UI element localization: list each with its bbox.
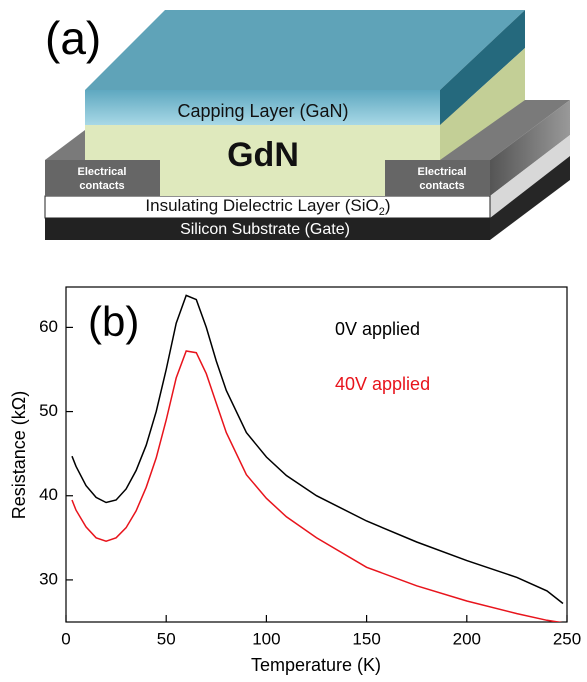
contact-label: Electrical: [78, 166, 127, 178]
panel-label: (a): [45, 12, 101, 64]
x-tick-label: 250: [553, 629, 581, 648]
y-tick-label: 40: [39, 485, 58, 504]
x-tick-label: 50: [157, 629, 176, 648]
capping-label: Capping Layer (GaN): [177, 101, 348, 121]
y-tick-label: 30: [39, 569, 58, 588]
dielectric-label: Insulating Dielectric Layer (SiO2): [145, 196, 390, 217]
y-tick-label: 50: [39, 401, 58, 420]
contact-label: contacts: [79, 180, 124, 192]
contact-label: Electrical: [418, 166, 467, 178]
x-tick-label: 200: [453, 629, 481, 648]
panel-label: (b): [88, 298, 139, 345]
figure: (a) Capping Layer (GaN) GdN Electrical c…: [0, 0, 587, 682]
page: { "diagram": { "panel_label": "(a)", "ca…: [0, 0, 587, 682]
legend-entry: 40V applied: [335, 374, 430, 394]
device-diagram: (a) Capping Layer (GaN) GdN Electrical c…: [45, 10, 570, 240]
y-axis-title: Resistance (kΩ): [9, 391, 29, 520]
legend-entry: 0V applied: [335, 319, 420, 339]
x-tick-label: 100: [252, 629, 280, 648]
plot-frame: [66, 287, 567, 622]
substrate-label: Silicon Substrate (Gate): [180, 221, 350, 238]
dielectric-text: ): [385, 196, 391, 215]
plot-lines: [72, 295, 563, 622]
x-tick-label: 0: [61, 629, 70, 648]
y-tick-label: 60: [39, 317, 58, 336]
x-tick-label: 150: [352, 629, 380, 648]
series-line: [72, 295, 563, 603]
contact-label: contacts: [419, 180, 464, 192]
x-axis-title: Temperature (K): [251, 655, 381, 675]
dielectric-text: Insulating Dielectric Layer (SiO: [145, 196, 378, 215]
gdn-label: GdN: [227, 136, 299, 174]
series-line: [72, 351, 563, 623]
